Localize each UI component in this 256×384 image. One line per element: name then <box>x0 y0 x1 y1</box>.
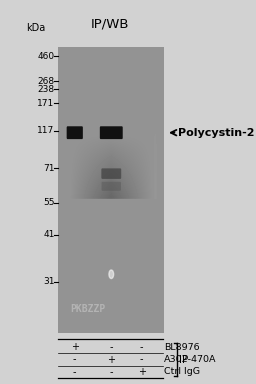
Text: Ctrl IgG: Ctrl IgG <box>164 367 200 376</box>
Text: -: - <box>73 354 77 364</box>
Text: -: - <box>140 343 143 353</box>
Text: -: - <box>110 367 113 377</box>
Text: -: - <box>140 354 143 364</box>
Text: -: - <box>73 367 77 377</box>
Text: 268: 268 <box>37 76 55 86</box>
Text: +: + <box>107 354 115 364</box>
Text: 460: 460 <box>37 52 55 61</box>
Text: 55: 55 <box>43 198 55 207</box>
Text: +: + <box>138 367 146 377</box>
Text: IP/WB: IP/WB <box>91 18 130 31</box>
Text: kDa: kDa <box>27 23 46 33</box>
Text: 71: 71 <box>43 164 55 173</box>
Text: 117: 117 <box>37 126 55 135</box>
Text: 31: 31 <box>43 277 55 286</box>
Text: 171: 171 <box>37 99 55 108</box>
Text: 41: 41 <box>43 230 55 239</box>
Text: IP: IP <box>179 354 188 364</box>
Text: BL8976: BL8976 <box>164 343 200 352</box>
Text: 238: 238 <box>37 85 55 94</box>
Text: A302-470A: A302-470A <box>164 355 217 364</box>
Text: -: - <box>110 343 113 353</box>
Text: Polycystin-2: Polycystin-2 <box>178 128 255 138</box>
Text: +: + <box>71 343 79 353</box>
